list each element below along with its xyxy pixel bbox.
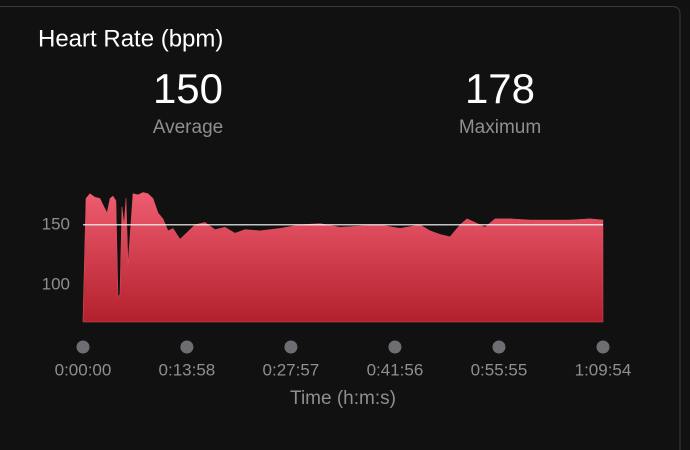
y-tick-label: 100 — [42, 274, 70, 293]
x-tick-dot — [180, 340, 194, 354]
x-tick-label: 1:09:54 — [575, 360, 632, 379]
card-border — [0, 6, 681, 450]
x-tick-label: 0:41:56 — [367, 360, 424, 379]
x-tick-dot — [388, 340, 402, 354]
x-tick-dot — [284, 340, 298, 354]
x-tick-label: 0:55:55 — [471, 360, 528, 379]
x-tick-dot — [492, 340, 506, 354]
x-tick-label: 0:13:58 — [159, 360, 216, 379]
chart-title: Heart Rate (bpm) — [38, 25, 223, 52]
x-tick-label: 0:00:00 — [55, 360, 112, 379]
x-tick-dot — [76, 340, 90, 354]
average-value: 150 — [153, 65, 223, 112]
x-tick-dot — [596, 340, 610, 354]
average-label: Average — [153, 117, 223, 138]
maximum-value: 178 — [465, 65, 535, 112]
maximum-label: Maximum — [459, 117, 541, 138]
y-tick-label: 150 — [42, 214, 70, 233]
x-axis-label: Time (h:m:s) — [290, 388, 396, 409]
x-tick-label: 0:27:57 — [263, 360, 320, 379]
